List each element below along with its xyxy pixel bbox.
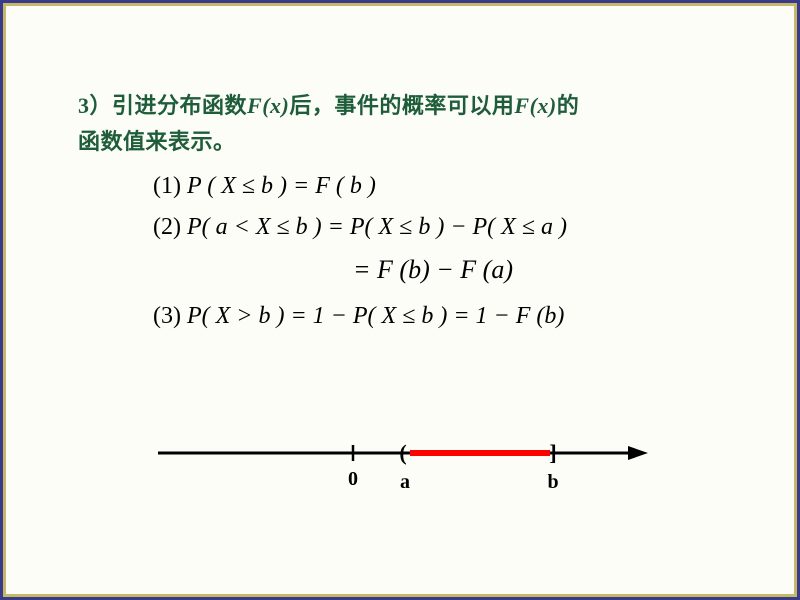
heading-line2: 函数值来表示。: [78, 129, 236, 154]
heading-arg-1: (x): [262, 93, 289, 118]
equation-block: (1) P ( X ≤ b ) = F ( b ) (2) P( a < X ≤…: [153, 173, 567, 344]
heading-text-2: 后，事件的概率可以用: [289, 93, 514, 118]
equation-1: (1) P ( X ≤ b ) = F ( b ): [153, 173, 567, 200]
heading-fn-2: F: [514, 93, 529, 118]
eq3-number: (3): [153, 303, 181, 329]
equation-2b: = F (b) − F (a): [353, 255, 567, 285]
eq3-body: P( X > b ) = 1 − P( X ≤ b ) = 1 − F (b): [187, 303, 564, 329]
interval-open-paren: (: [399, 440, 406, 465]
number-line: ( ] 0 a b: [158, 433, 648, 513]
label-b: b: [547, 471, 558, 493]
label-a: a: [400, 471, 410, 493]
heading-prefix: 3）: [78, 93, 112, 118]
axis-arrowhead: [628, 446, 648, 460]
eq1-body: P ( X ≤ b ) = F ( b ): [187, 173, 376, 199]
label-zero: 0: [348, 468, 358, 490]
eq2-body: P( a < X ≤ b ) = P( X ≤ b ) − P( X ≤ a ): [187, 214, 567, 240]
interval-close-bracket: ]: [549, 440, 556, 465]
eq2-number: (2): [153, 214, 181, 240]
heading-text-1: 引进分布函数: [112, 93, 247, 118]
heading-fn-1: F: [247, 93, 262, 118]
equation-2: (2) P( a < X ≤ b ) = P( X ≤ b ) − P( X ≤…: [153, 214, 567, 241]
heading-arg-2: (x): [530, 93, 557, 118]
heading-block: 3）引进分布函数F(x)后，事件的概率可以用F(x)的 函数值来表示。: [78, 88, 737, 161]
slide-frame: 3）引进分布函数F(x)后，事件的概率可以用F(x)的 函数值来表示。 (1) …: [0, 0, 800, 600]
equation-3: (3) P( X > b ) = 1 − P( X ≤ b ) = 1 − F …: [153, 303, 567, 330]
eq1-number: (1): [153, 173, 181, 199]
eq2b-body: = F (b) − F (a): [353, 255, 513, 284]
heading-text-3: 的: [557, 93, 580, 118]
